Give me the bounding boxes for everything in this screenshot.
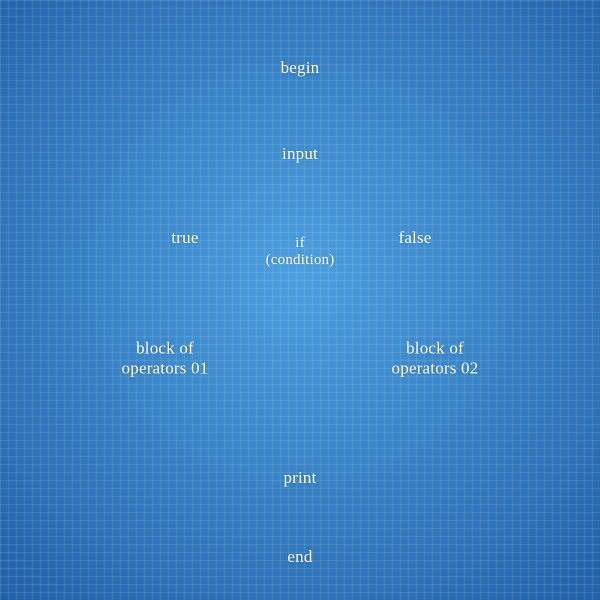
label-block2: block of operators 02 <box>392 338 479 377</box>
branch-label-false: false <box>398 228 431 248</box>
branch-label-true: true <box>171 228 198 248</box>
label-end: end <box>287 547 312 567</box>
label-input: input <box>282 144 318 164</box>
label-begin: begin <box>281 58 320 78</box>
label-print: print <box>283 468 316 488</box>
background <box>0 0 600 600</box>
label-block1: block of operators 01 <box>122 338 209 377</box>
flowchart: begin input if (condition) block of operato… <box>0 0 600 600</box>
label-cond: if (condition) <box>266 235 335 270</box>
